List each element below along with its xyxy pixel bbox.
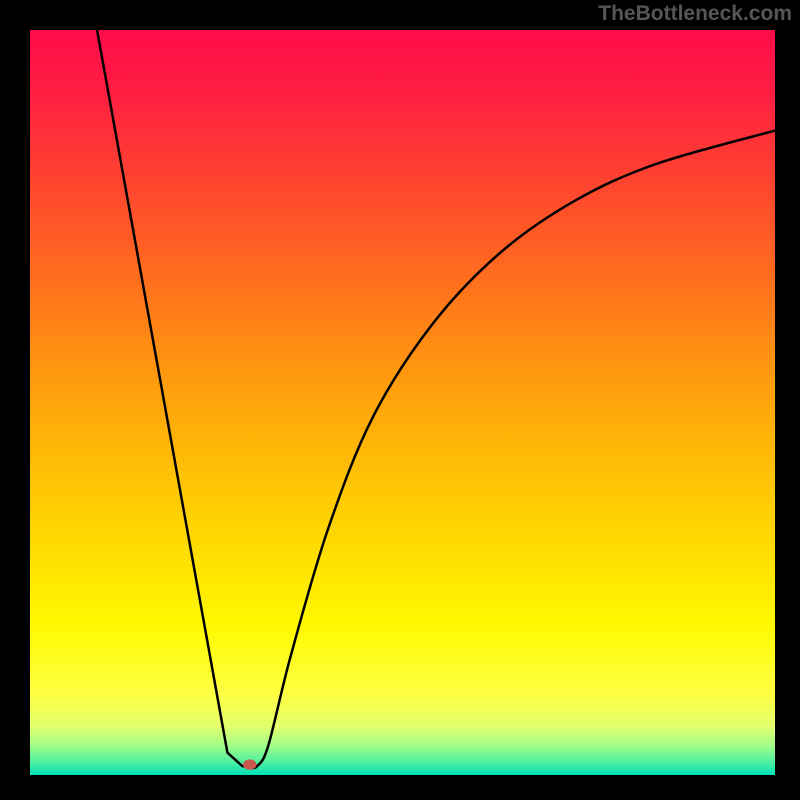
chart-svg (30, 30, 775, 775)
chart-background (30, 30, 775, 775)
valley-marker (243, 759, 256, 769)
watermark-text: TheBottleneck.com (598, 2, 792, 26)
plot-area (30, 30, 775, 775)
chart-container: TheBottleneck.com (0, 0, 800, 800)
